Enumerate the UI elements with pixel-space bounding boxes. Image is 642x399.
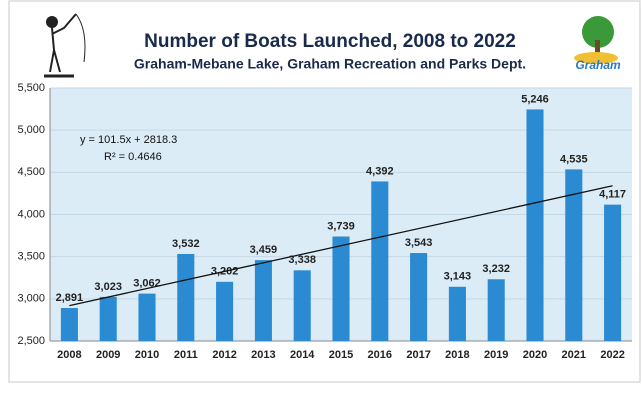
bar (410, 253, 428, 341)
x-tick-label: 2022 (600, 349, 624, 361)
x-tick-label: 2014 (290, 349, 315, 361)
x-tick-label: 2011 (174, 349, 198, 361)
data-label: 3,739 (327, 220, 355, 232)
trendline (69, 185, 613, 307)
bar (526, 109, 544, 341)
bar (565, 169, 583, 341)
x-tick-label: 2016 (368, 349, 392, 361)
y-tick-label: 4,000 (17, 208, 45, 220)
bar (99, 296, 117, 341)
x-tick-label: 2018 (445, 349, 469, 361)
bar (293, 270, 311, 341)
x-tick-label: 2009 (96, 349, 120, 361)
data-label: 4,117 (599, 189, 626, 201)
logo-text: Graham (575, 58, 621, 72)
bar (138, 293, 156, 341)
bar (487, 279, 505, 341)
data-label: 5,246 (521, 93, 549, 105)
bar (332, 236, 350, 341)
chart-subtitle: Graham-Mebane Lake, Graham Recreation an… (134, 56, 526, 72)
x-tick-label: 2008 (57, 349, 81, 361)
bar (371, 181, 389, 341)
x-tick-label: 2017 (406, 349, 430, 361)
data-label: 2,891 (56, 292, 84, 304)
data-label: 3,543 (405, 237, 433, 249)
x-tick-label: 2010 (135, 349, 159, 361)
logo (574, 16, 618, 64)
data-label: 3,143 (444, 271, 472, 283)
y-tick-label: 5,000 (17, 124, 45, 136)
data-label: 3,232 (482, 263, 510, 275)
bar (604, 204, 622, 341)
y-tick-label: 4,500 (17, 166, 45, 178)
x-tick-label: 2013 (251, 349, 275, 361)
x-tick-label: 2015 (329, 349, 353, 361)
y-tick-label: 3,500 (17, 251, 45, 263)
bar (177, 253, 195, 341)
x-tick-label: 2012 (212, 349, 236, 361)
data-label: 3,023 (94, 281, 122, 293)
x-tick-label: 2020 (523, 349, 547, 361)
bar (448, 286, 466, 341)
data-label: 3,459 (250, 244, 278, 256)
x-tick-label: 2021 (562, 349, 586, 361)
bar (216, 281, 234, 341)
y-tick-label: 3,000 (17, 293, 45, 305)
y-tick-label: 5,500 (17, 82, 45, 94)
y-tick-label: 2,500 (17, 335, 45, 347)
data-label: 3,532 (172, 238, 200, 250)
data-label: 3,062 (133, 278, 161, 290)
chart-title: Number of Boats Launched, 2008 to 2022 (144, 31, 516, 52)
data-label: 3,338 (288, 254, 316, 266)
data-label: 4,535 (560, 153, 588, 165)
data-label: 4,392 (366, 165, 394, 177)
bar (254, 260, 272, 341)
x-tick-label: 2019 (484, 349, 508, 361)
bar (60, 308, 78, 341)
fisherman-icon (44, 13, 86, 78)
trendline-equation: y = 101.5x + 2818.3 (80, 134, 177, 146)
trendline-r2: R² = 0.4646 (104, 151, 162, 163)
